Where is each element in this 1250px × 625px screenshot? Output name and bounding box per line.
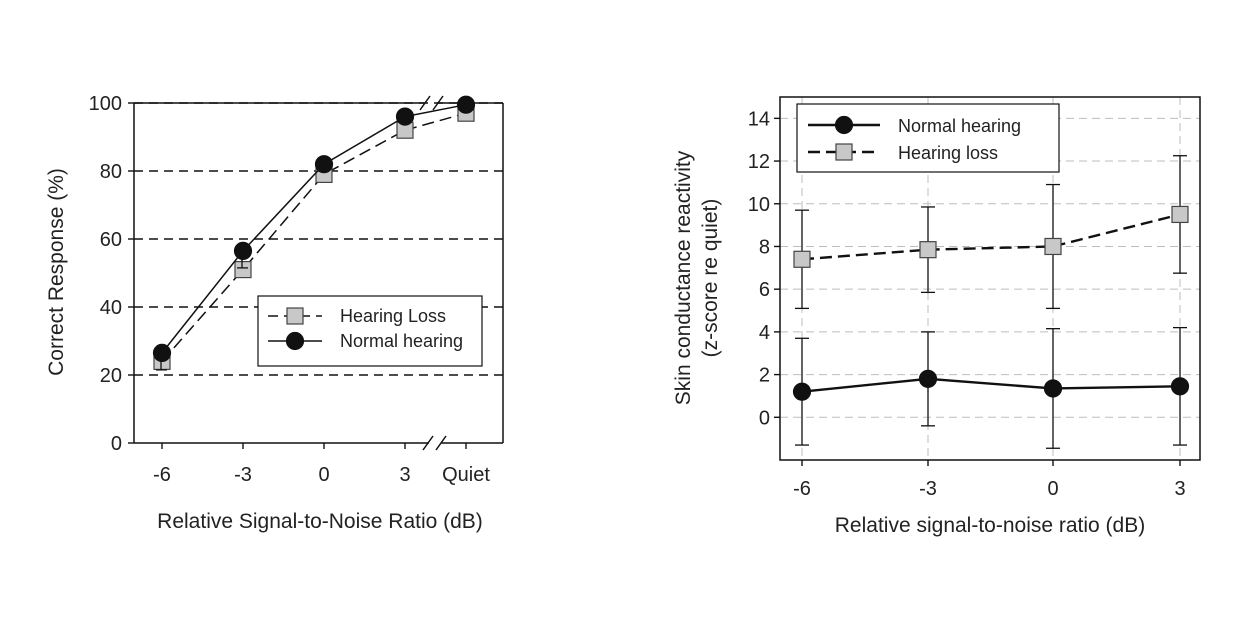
c1-point-1-2 — [314, 155, 334, 174]
c1-x-axis: -6 -3 0 3 Quiet — [153, 443, 490, 486]
c2-ytick-label-2: 4 — [759, 322, 770, 344]
c1-ytick-label-0: 0 — [111, 433, 122, 455]
c1-point-1-4 — [456, 95, 476, 114]
c2-ytick-label-7: 14 — [748, 108, 770, 130]
c2-point-1-0 — [793, 250, 811, 268]
c2-series-0 — [792, 326, 1190, 449]
c1-legend-marker-1 — [285, 331, 305, 351]
c1-xtick-label-1: -3 — [234, 464, 252, 486]
c1-xtick-label-3: 3 — [399, 464, 410, 486]
c2-legend: Normal hearing Hearing loss — [796, 103, 1060, 173]
c1-ytick-label-2: 40 — [100, 297, 122, 319]
c2-ytick-label-4: 8 — [759, 236, 770, 258]
c1-xtick-label-2: 0 — [318, 464, 329, 486]
chart-skin-conductance: 0 2 4 6 8 10 12 14 -6 -3 0 3 Relative signal-to-no… — [672, 96, 1201, 537]
c2-x-axis-title: Relative signal-to-noise ratio (dB) — [835, 514, 1145, 537]
c2-legend-label-1: Hearing loss — [898, 143, 998, 163]
c1-series-line-0 — [161, 129, 406, 362]
c1-series-1 — [152, 95, 476, 371]
c2-xtick-label-0: -6 — [793, 478, 811, 500]
c2-xtick-label-1: -3 — [919, 478, 937, 500]
c2-ytick-label-1: 2 — [759, 365, 770, 387]
c2-series-group — [792, 155, 1190, 449]
c2-point-0-3 — [1170, 377, 1190, 396]
c1-y-axis: 0 20 40 60 80 100 — [89, 93, 134, 455]
c1-xtick-label-0: -6 — [153, 464, 171, 486]
c1-legend-label-1: Normal hearing — [340, 331, 463, 351]
c1-series-group — [152, 95, 476, 371]
c2-y-axis-title: Skin conductance reactivity — [672, 150, 695, 405]
c2-series-line-1 — [801, 213, 1181, 261]
c2-plot-frame — [779, 96, 1201, 461]
c2-point-0-2 — [1043, 379, 1063, 398]
c1-point-1-3 — [395, 107, 415, 126]
c1-series-break-line-0 — [404, 112, 467, 131]
c1-ytick-label-4: 80 — [100, 161, 122, 183]
c2-ytick-label-0: 0 — [759, 407, 770, 429]
c1-x-axis-title: Relative Signal-to-Noise Ratio (dB) — [157, 510, 483, 533]
c1-axis-break — [419, 95, 447, 451]
c2-legend-marker-1 — [835, 143, 853, 161]
c2-ytick-label-5: 10 — [748, 194, 770, 216]
c1-ytick-label-3: 60 — [100, 229, 122, 251]
c2-ytick-label-6: 12 — [748, 151, 770, 173]
c1-series-line-1 — [161, 115, 406, 354]
c1-xtick-label-4: Quiet — [442, 464, 490, 486]
c2-xtick-label-3: 3 — [1174, 478, 1185, 500]
c1-ytick-label-5: 100 — [89, 93, 122, 115]
chart-correct-response: 0 20 40 60 80 100 -6 -3 0 3 Quiet Relative Signal… — [45, 93, 504, 533]
c2-series-line-0 — [801, 377, 1181, 393]
c1-legend-marker-0 — [286, 307, 304, 325]
c1-legend: Hearing Loss Normal hearing — [257, 295, 483, 367]
c2-y-axis-title-line2: (z-score re quiet) — [699, 199, 722, 358]
c2-y-axis: 0 2 4 6 8 10 12 14 — [748, 108, 780, 429]
c2-xtick-label-2: 0 — [1047, 478, 1058, 500]
c2-point-1-2 — [1044, 237, 1062, 256]
c2-point-1-1 — [919, 241, 937, 259]
c1-series-break-line-1 — [404, 103, 467, 118]
c1-legend-label-0: Hearing Loss — [340, 306, 446, 326]
c2-ytick-label-3: 6 — [759, 279, 770, 301]
c2-legend-marker-0 — [834, 115, 854, 135]
c2-legend-label-0: Normal hearing — [898, 116, 1021, 136]
c2-x-axis: -6 -3 0 3 — [793, 460, 1186, 500]
c1-ytick-label-1: 20 — [100, 365, 122, 387]
c2-point-0-0 — [792, 382, 812, 401]
c2-series-1 — [793, 155, 1189, 310]
c2-point-1-3 — [1171, 205, 1189, 224]
c1-point-0-1 — [234, 261, 252, 279]
c2-point-0-1 — [918, 369, 938, 388]
c1-point-1-0 — [152, 343, 172, 362]
c1-point-1-1 — [233, 241, 253, 260]
c1-plot-frame — [133, 102, 504, 444]
c1-y-axis-title: Correct Response (%) — [45, 168, 68, 376]
